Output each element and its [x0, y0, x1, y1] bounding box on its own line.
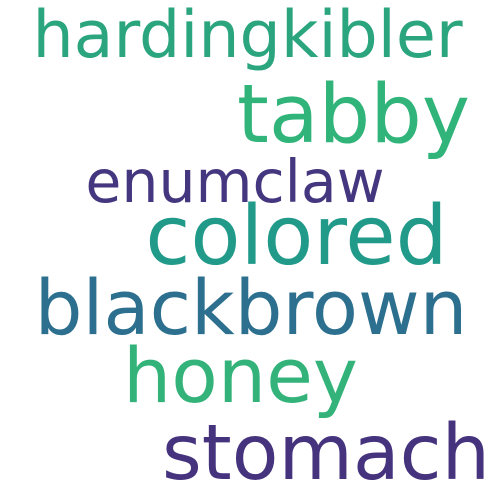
word-blackbrown: blackbrown: [34, 264, 468, 353]
word-stomach: stomach: [162, 408, 490, 498]
word-hardingkibler: hardingkibler: [32, 0, 463, 73]
word-colored: colored: [145, 188, 448, 284]
word-honey: honey: [123, 330, 358, 420]
word-tabby: tabby: [236, 68, 470, 163]
word-enumclaw: enumclaw: [85, 148, 385, 217]
